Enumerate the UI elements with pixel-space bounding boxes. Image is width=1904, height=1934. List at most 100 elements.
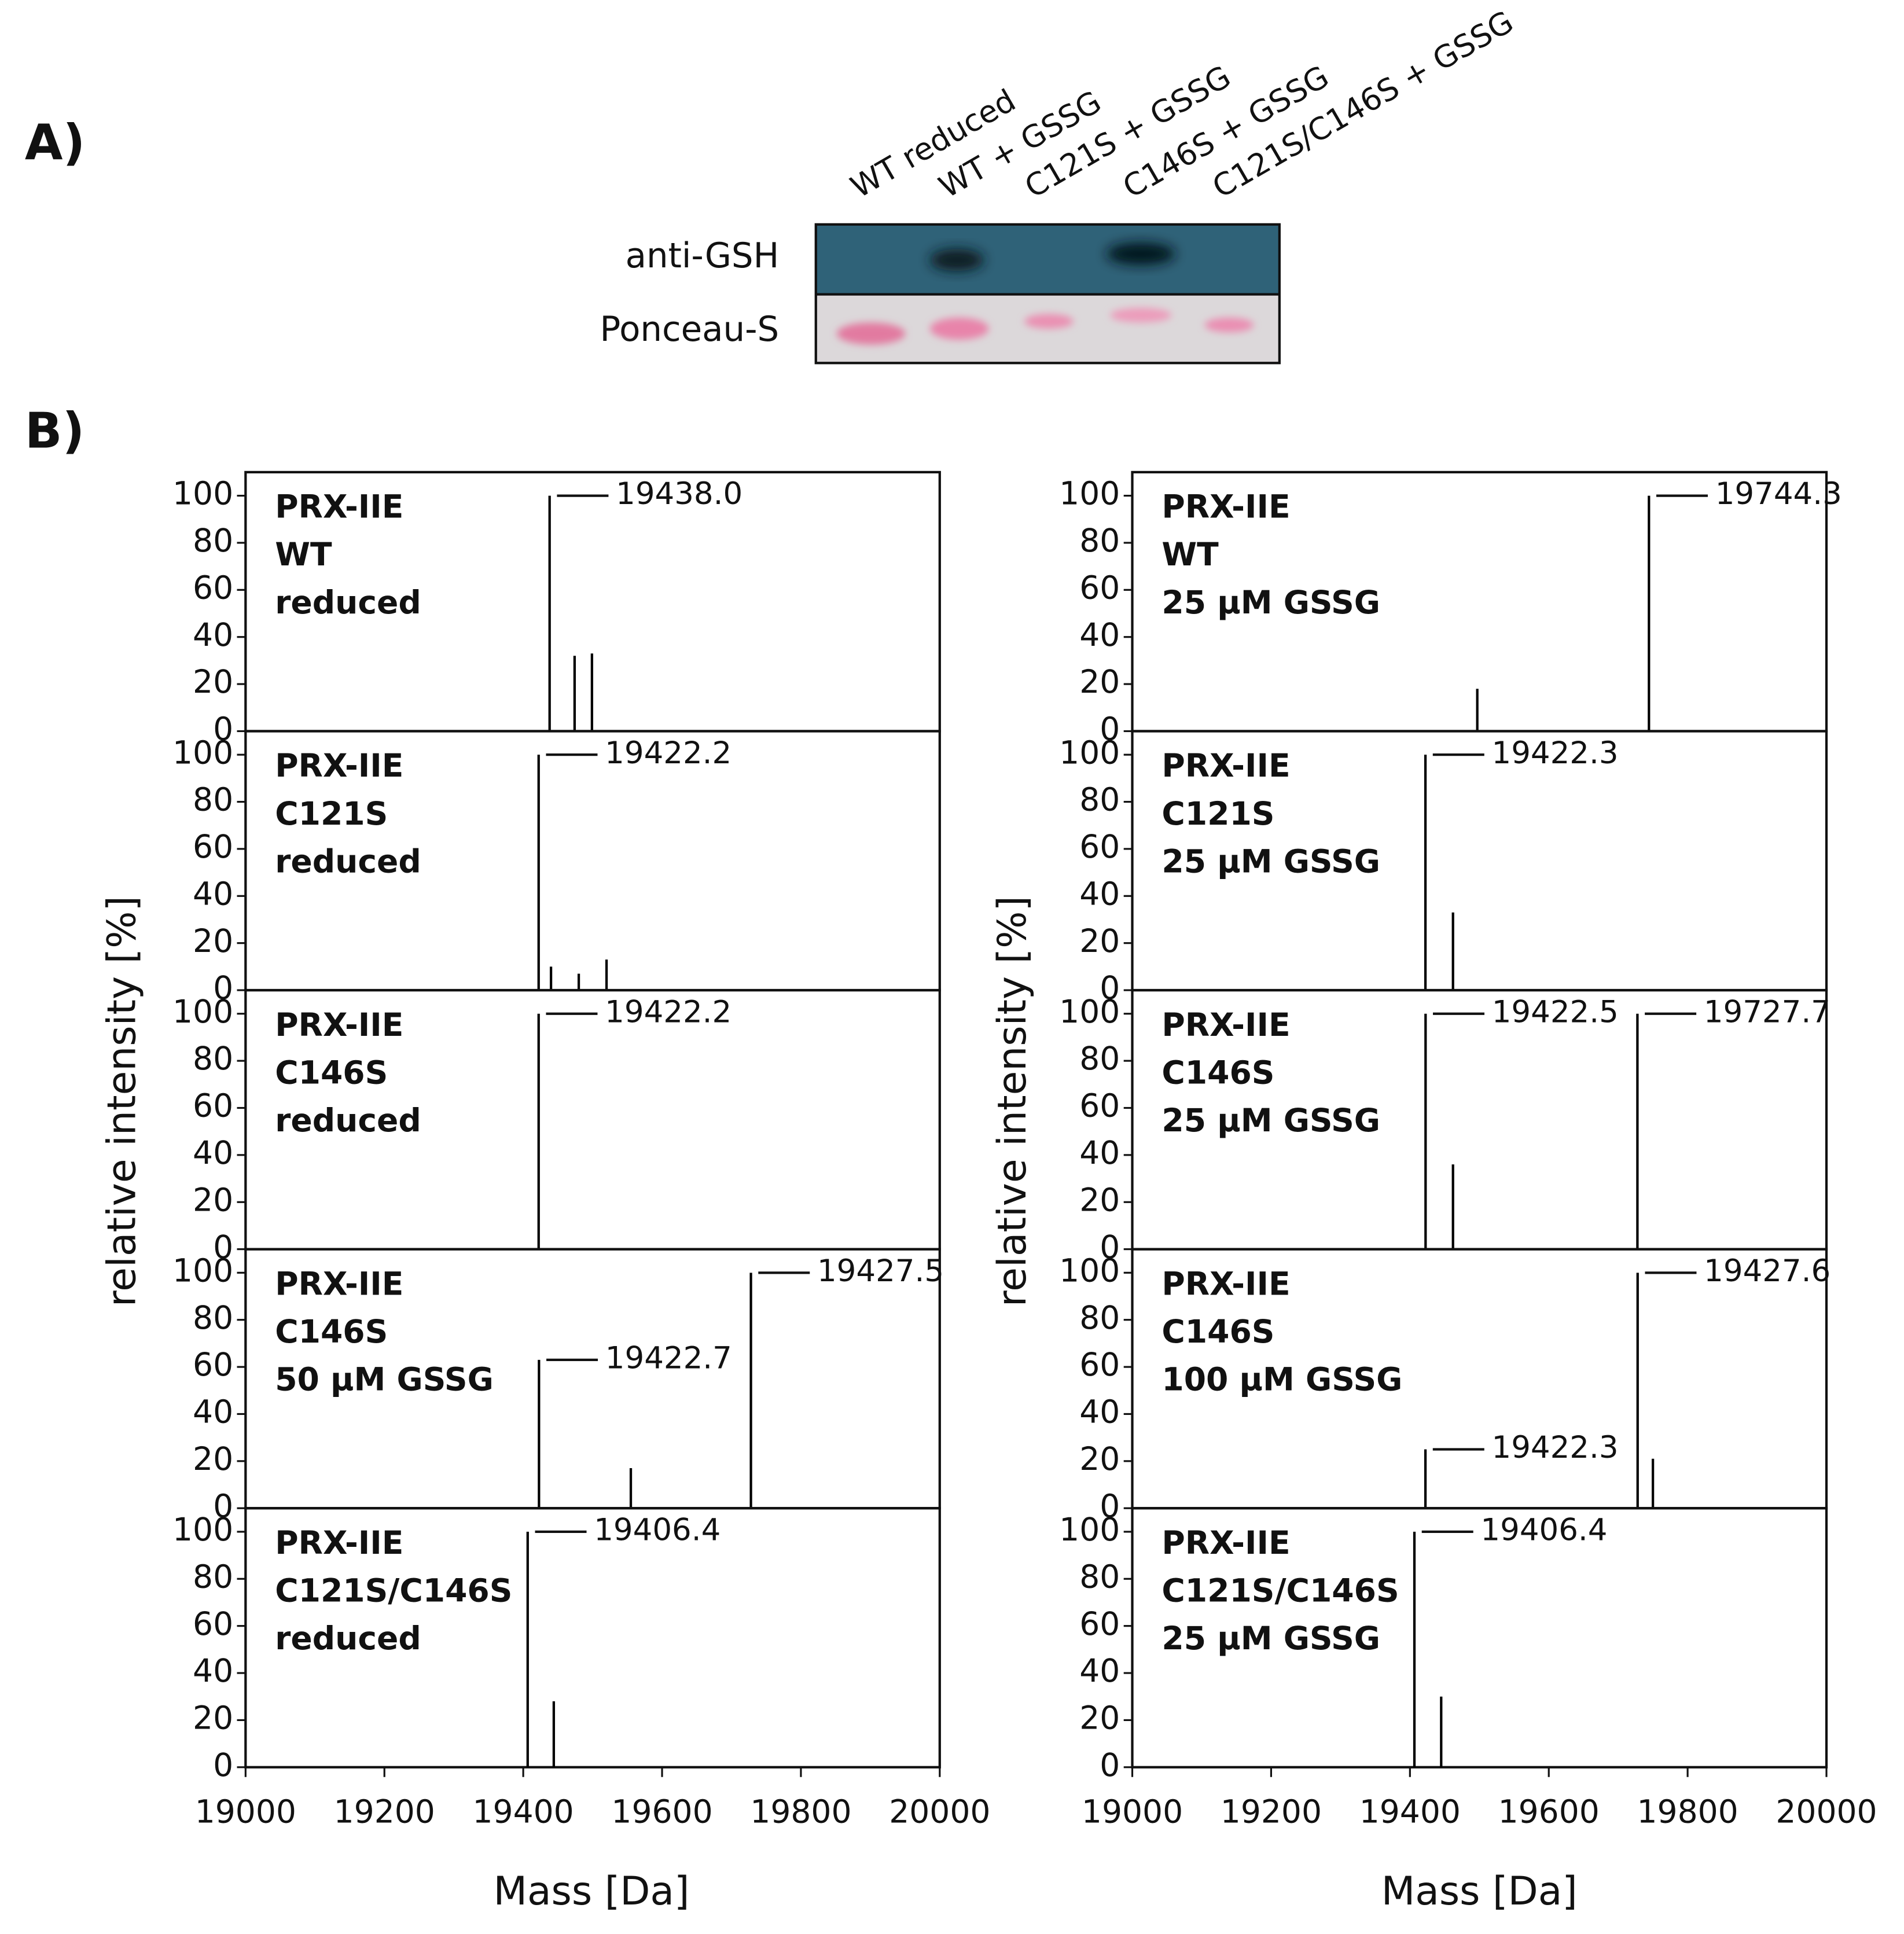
sample-label: reduced — [275, 843, 421, 880]
y-tick-label: 60 — [193, 1346, 233, 1383]
y-tick-label: 0 — [213, 1487, 233, 1524]
y-tick-label: 100 — [1059, 1511, 1120, 1548]
sample-label: C146S — [1161, 1054, 1274, 1091]
y-tick-label: 80 — [1079, 781, 1120, 818]
y-tick-label: 100 — [1059, 1252, 1120, 1289]
y-tick-label: 40 — [193, 1393, 233, 1431]
y-axis-label: relative intensity [%] — [99, 896, 145, 1307]
y-tick-label: 80 — [1079, 1040, 1120, 1077]
y-tick-label: 0 — [213, 969, 233, 1006]
x-tick-label: 20000 — [1776, 1793, 1877, 1830]
y-tick-label: 60 — [193, 1087, 233, 1124]
x-tick-label: 20000 — [889, 1793, 990, 1830]
y-tick-label: 60 — [1079, 569, 1120, 606]
sample-label: 25 µM GSSG — [1161, 1620, 1380, 1657]
sample-label: PRX-IIE — [1161, 1265, 1290, 1302]
y-tick-label: 100 — [172, 1511, 233, 1548]
y-tick-label: 40 — [193, 616, 233, 653]
y-tick-label: 20 — [193, 1440, 233, 1477]
y-tick-label: 40 — [1079, 1134, 1120, 1171]
sample-label: 25 µM GSSG — [1161, 584, 1380, 621]
y-tick-label: 0 — [1100, 1487, 1120, 1524]
y-tick-label: 80 — [1079, 1558, 1120, 1595]
y-tick-label: 20 — [1079, 663, 1120, 700]
y-tick-label: 100 — [172, 1252, 233, 1289]
sample-label: 25 µM GSSG — [1161, 1102, 1380, 1139]
peak-annotation: 19422.5 — [1492, 994, 1619, 1029]
y-tick-label: 0 — [213, 1747, 233, 1784]
sample-label: PRX-IIE — [275, 747, 403, 784]
y-tick-label: 20 — [1079, 1181, 1120, 1218]
x-tick-label: 19200 — [334, 1793, 435, 1830]
peak-annotation: 19422.2 — [605, 994, 732, 1029]
y-tick-label: 60 — [193, 828, 233, 865]
y-tick-label: 100 — [172, 475, 233, 512]
sample-label: PRX-IIE — [275, 1524, 403, 1561]
x-tick-label: 19400 — [1359, 1793, 1461, 1830]
y-tick-label: 40 — [193, 875, 233, 912]
panel-label: B) — [25, 402, 84, 459]
sample-label: C121S/C146S — [1161, 1572, 1399, 1609]
sample-label: PRX-IIE — [1161, 1006, 1290, 1043]
y-tick-label: 80 — [193, 781, 233, 818]
sample-label: C121S/C146S — [275, 1572, 512, 1609]
y-tick-label: 100 — [1059, 734, 1120, 771]
y-tick-label: 0 — [1100, 711, 1120, 748]
x-tick-label: 19800 — [1637, 1793, 1738, 1830]
x-tick-label: 19800 — [750, 1793, 851, 1830]
y-axis-label: relative intensity [%] — [989, 896, 1035, 1307]
y-tick-label: 80 — [193, 1299, 233, 1336]
y-tick-label: 40 — [1079, 1393, 1120, 1431]
y-tick-label: 0 — [213, 711, 233, 748]
peak-annotation: 19422.3 — [1492, 736, 1619, 771]
y-tick-label: 20 — [1079, 922, 1120, 959]
sample-label: PRX-IIE — [1161, 1524, 1290, 1561]
sample-label: PRX-IIE — [275, 1006, 403, 1043]
y-tick-label: 0 — [1100, 1747, 1120, 1784]
blot-row-label: Ponceau-S — [600, 309, 779, 349]
peak-annotation: 19406.4 — [1480, 1513, 1607, 1548]
panel-label: A) — [25, 113, 85, 171]
y-tick-label: 0 — [1100, 1229, 1120, 1266]
y-tick-label: 80 — [1079, 522, 1120, 559]
y-tick-label: 60 — [1079, 828, 1120, 865]
y-tick-label: 20 — [193, 1181, 233, 1218]
y-tick-label: 100 — [172, 993, 233, 1030]
sample-label: C146S — [275, 1054, 388, 1091]
y-tick-label: 20 — [1079, 1440, 1120, 1477]
sample-label: C146S — [1161, 1313, 1274, 1350]
y-tick-label: 40 — [193, 1134, 233, 1171]
y-tick-label: 60 — [193, 1605, 233, 1642]
sample-label: 50 µM GSSG — [275, 1361, 494, 1398]
x-axis-label: Mass [Da] — [1381, 1868, 1578, 1914]
sample-label: WT — [275, 536, 332, 573]
x-tick-label: 19600 — [611, 1793, 712, 1830]
plot-frame — [244, 1507, 941, 1768]
charts: 0 20 40 60 80 100 PRX-IIE WT reduced 19438.0 0 20 40… — [172, 470, 1877, 1830]
y-tick-label: 80 — [193, 1558, 233, 1595]
y-tick-label: 0 — [213, 1229, 233, 1266]
y-tick-label: 40 — [1079, 1652, 1120, 1689]
blot-row-label: anti-GSH — [626, 236, 780, 275]
peak-annotation: 19744.3 — [1715, 476, 1842, 512]
sample-label: reduced — [275, 584, 421, 621]
sample-label: 25 µM GSSG — [1161, 843, 1380, 880]
y-tick-label: 100 — [1059, 993, 1120, 1030]
y-tick-label: 60 — [193, 569, 233, 606]
sample-label: PRX-IIE — [275, 1265, 403, 1302]
blot — [814, 223, 1281, 365]
y-tick-label: 20 — [193, 663, 233, 700]
sample-label: PRX-IIE — [1161, 488, 1290, 525]
y-tick-label: 80 — [1079, 1299, 1120, 1336]
x-tick-label: 19000 — [195, 1793, 296, 1830]
y-tick-label: 0 — [1100, 969, 1120, 1006]
y-tick-label: 60 — [1079, 1346, 1120, 1383]
peak-annotation: 19422.3 — [1492, 1430, 1619, 1465]
sample-label: C121S — [275, 795, 388, 832]
y-tick-label: 40 — [1079, 616, 1120, 653]
sample-label: PRX-IIE — [275, 488, 403, 525]
y-tick-label: 20 — [193, 1700, 233, 1737]
sample-label: C121S — [1161, 795, 1274, 832]
peak-annotation: 19406.4 — [594, 1513, 721, 1548]
